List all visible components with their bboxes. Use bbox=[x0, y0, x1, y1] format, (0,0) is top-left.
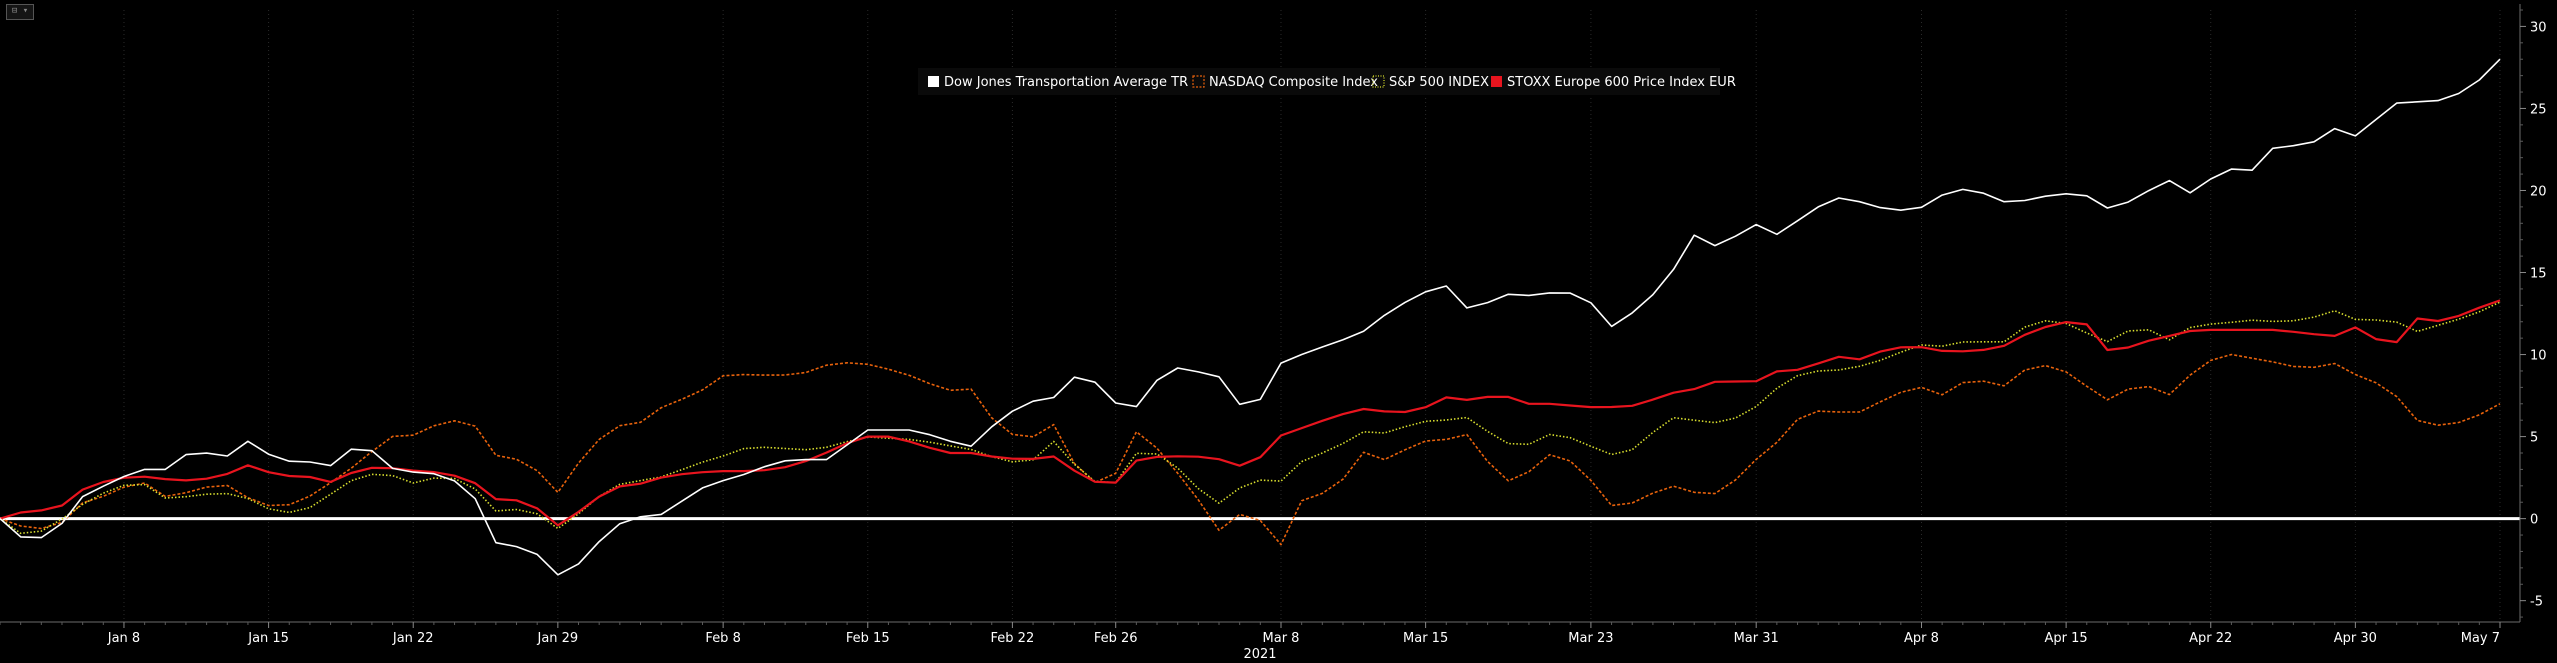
chart-menu-button[interactable]: ⊟ ▾ bbox=[6, 4, 34, 20]
x-tick-label: Apr 30 bbox=[2334, 631, 2377, 646]
x-axis: Jan 8 Jan 15 Jan 22 Jan 29 Feb 8 Feb 15 Feb 22… bbox=[0, 621, 2520, 646]
y-tick-label: -5 bbox=[2530, 595, 2543, 610]
series-layer bbox=[0, 58, 2501, 576]
legend-label: Dow Jones Transportation Average TR bbox=[944, 75, 1188, 90]
x-tick-label: Mar 15 bbox=[1403, 631, 1448, 646]
x-tick-label: Mar 31 bbox=[1734, 631, 1779, 646]
series-line-dow-jones-transportation-average-tr bbox=[0, 58, 2501, 576]
vertical-gridlines bbox=[123, 10, 2501, 622]
x-tick-label: Jan 29 bbox=[536, 631, 578, 646]
series-line-stoxx-europe-600-price-index-eur bbox=[0, 299, 2501, 527]
x-tick-label: Feb 8 bbox=[705, 631, 740, 646]
legend-swatch bbox=[1192, 75, 1205, 88]
x-tick-label: Mar 8 bbox=[1263, 631, 1300, 646]
y-tick-label: 15 bbox=[2530, 267, 2547, 282]
y-axis: -5 0 5 10 15 20 25 30 bbox=[2519, 4, 2547, 622]
legend-label: S&P 500 INDEX bbox=[1389, 75, 1489, 90]
legend-label: NASDAQ Composite Index bbox=[1209, 75, 1378, 90]
y-tick-label: 10 bbox=[2530, 349, 2547, 364]
x-tick-label: Apr 22 bbox=[2189, 631, 2232, 646]
legend-label: STOXX Europe 600 Price Index EUR bbox=[1507, 75, 1736, 90]
y-tick-label: 30 bbox=[2530, 20, 2547, 35]
x-tick-label: Feb 15 bbox=[846, 631, 890, 646]
legend-swatch bbox=[928, 76, 939, 87]
x-tick-label: Apr 15 bbox=[2045, 631, 2088, 646]
legend: Dow Jones Transportation Average TR NASDA… bbox=[918, 68, 1736, 95]
x-tick-label: Jan 22 bbox=[392, 631, 434, 646]
x-tick-label: Jan 15 bbox=[247, 631, 289, 646]
y-tick-label: 0 bbox=[2530, 513, 2538, 528]
series-line-nasdaq-composite-index bbox=[0, 353, 2501, 546]
legend-swatch bbox=[1372, 75, 1385, 88]
y-tick-label: 25 bbox=[2530, 102, 2547, 117]
x-tick-label: Jan 8 bbox=[107, 631, 140, 646]
legend-background bbox=[918, 68, 1720, 95]
y-tick-label: 5 bbox=[2530, 431, 2538, 446]
x-tick-label: May 7 bbox=[2461, 631, 2500, 646]
x-tick-label: Feb 26 bbox=[1094, 631, 1138, 646]
y-tick-label: 20 bbox=[2530, 184, 2547, 199]
series-line-s-p-500-index bbox=[0, 301, 2501, 535]
legend-swatch bbox=[1491, 76, 1502, 87]
x-tick-label: Feb 22 bbox=[991, 631, 1035, 646]
x-tick-label: Apr 8 bbox=[1904, 631, 1939, 646]
year-label: 2021 bbox=[1243, 647, 1276, 662]
x-tick-label: Mar 23 bbox=[1568, 631, 1613, 646]
